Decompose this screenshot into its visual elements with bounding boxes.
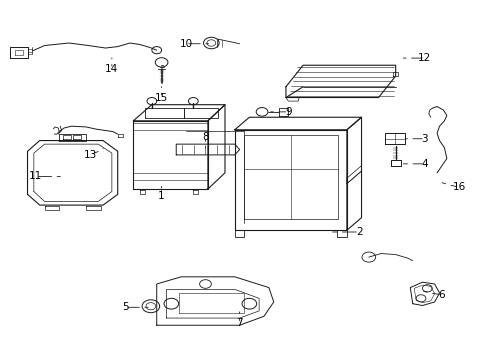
Text: 4: 4	[421, 159, 427, 169]
Text: 8: 8	[202, 132, 208, 142]
Text: 7: 7	[236, 319, 243, 328]
Text: 13: 13	[84, 150, 97, 160]
Text: 14: 14	[105, 64, 118, 74]
Text: 15: 15	[155, 93, 168, 103]
Text: 5: 5	[122, 302, 128, 312]
Text: 12: 12	[417, 53, 430, 63]
Text: 9: 9	[285, 107, 291, 117]
Text: 6: 6	[438, 290, 445, 300]
Text: 10: 10	[179, 39, 192, 49]
Text: 1: 1	[158, 191, 164, 201]
Text: 3: 3	[421, 134, 427, 144]
Text: 16: 16	[451, 182, 465, 192]
Text: 2: 2	[355, 227, 362, 237]
Text: 11: 11	[29, 171, 42, 181]
